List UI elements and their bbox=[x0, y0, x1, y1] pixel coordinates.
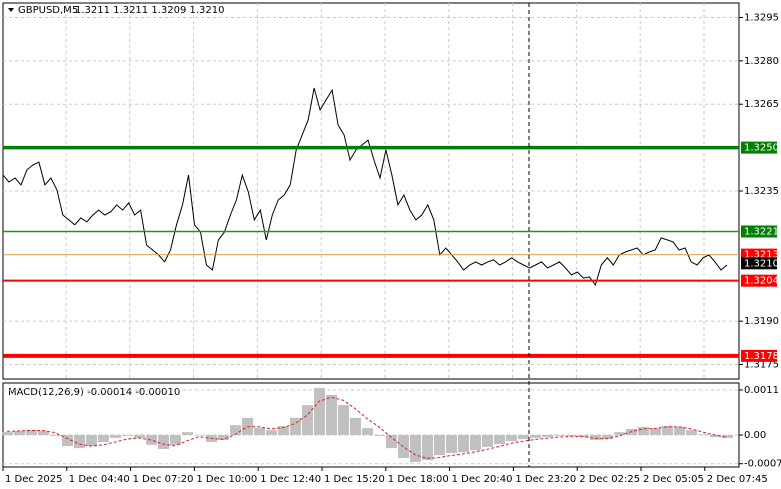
macd-bar bbox=[38, 430, 49, 436]
symbol-title: GBPUSD,M5 bbox=[18, 5, 78, 16]
macd-panel bbox=[2, 382, 740, 468]
x-tick-label: 1 Dec 12:40 bbox=[260, 474, 321, 485]
quote: 1.3211 1.3211 1.3209 1.3210 bbox=[75, 5, 225, 16]
level-label: 1.3204 bbox=[744, 276, 779, 287]
macd-bar bbox=[62, 435, 73, 447]
macd-bar bbox=[662, 426, 673, 436]
y-tick-label: -0.0007 bbox=[744, 459, 781, 470]
macd-bar bbox=[350, 417, 361, 436]
x-tick-label: 1 Dec 10:00 bbox=[196, 474, 257, 485]
x-tick-label: 1 Dec 20:40 bbox=[452, 474, 513, 485]
macd-bar bbox=[518, 435, 529, 440]
macd-bar bbox=[710, 435, 721, 438]
macd-bar bbox=[446, 435, 457, 454]
level-label-box bbox=[741, 225, 777, 238]
y-tick-label: 1.3190 bbox=[744, 316, 779, 327]
macd-bar bbox=[398, 435, 409, 458]
macd-bar bbox=[278, 426, 289, 436]
macd-bar bbox=[254, 428, 265, 436]
macd-bar bbox=[14, 430, 25, 436]
macd-bar bbox=[230, 425, 241, 436]
macd-bar bbox=[326, 394, 337, 436]
macd-bar bbox=[494, 435, 505, 445]
macd-label: MACD(12,26,9) -0.00014 -0.00010 bbox=[8, 387, 180, 398]
macd-bar bbox=[146, 435, 157, 445]
macd-bar bbox=[566, 435, 577, 436]
x-tick-label: 1 Dec 2025 bbox=[5, 474, 63, 485]
macd-bar bbox=[674, 426, 685, 436]
x-tick-label: 2 Dec 05:05 bbox=[643, 474, 704, 485]
macd-bar bbox=[470, 435, 481, 451]
x-tick-label: 1 Dec 07:20 bbox=[133, 474, 194, 485]
macd-bar bbox=[458, 435, 469, 453]
macd-bar bbox=[422, 435, 433, 461]
y-tick-label: 0.0011 bbox=[744, 385, 779, 396]
macd-bar bbox=[74, 435, 85, 449]
level-label-box bbox=[741, 257, 777, 270]
level-label: 1.3221 bbox=[744, 226, 779, 237]
macd-bar bbox=[614, 432, 625, 436]
y-tick-label: 1.3295 bbox=[744, 12, 779, 23]
x-tick-label: 2 Dec 02:25 bbox=[579, 474, 640, 485]
x-tick-label: 1 Dec 04:40 bbox=[69, 474, 130, 485]
macd-bar bbox=[338, 405, 349, 436]
macd-bar bbox=[134, 435, 145, 438]
macd-bar bbox=[302, 405, 313, 436]
macd-bar bbox=[590, 435, 601, 440]
macd-bar bbox=[158, 435, 169, 449]
x-tick-label: 2 Dec 07:45 bbox=[707, 474, 768, 485]
macd-bar bbox=[434, 435, 445, 456]
level-label-box bbox=[741, 349, 777, 362]
macd-bar bbox=[686, 430, 697, 436]
macd-bar bbox=[506, 435, 517, 442]
macd-bar bbox=[86, 435, 97, 447]
macd-bar bbox=[266, 430, 277, 436]
macd-bar bbox=[638, 426, 649, 436]
macd-bar bbox=[98, 435, 109, 443]
macd-bar bbox=[722, 435, 733, 438]
macd-bar bbox=[650, 428, 661, 436]
x-tick-label: 1 Dec 23:20 bbox=[515, 474, 576, 485]
level-label-box bbox=[741, 141, 777, 154]
y-tick-label: 1.3235 bbox=[744, 186, 779, 197]
macd-bar bbox=[482, 435, 493, 447]
level-label: 1.3178 bbox=[744, 351, 779, 362]
macd-bar bbox=[218, 435, 229, 440]
signal-line bbox=[6, 396, 728, 459]
level-label-box bbox=[741, 274, 777, 287]
macd-bar bbox=[554, 435, 565, 436]
y-tick-label: 1.3175 bbox=[744, 360, 779, 371]
macd-bar bbox=[122, 435, 133, 436]
macd-bar bbox=[602, 435, 613, 440]
macd-bar bbox=[698, 434, 709, 436]
macd-bar bbox=[374, 435, 385, 436]
macd-bar bbox=[542, 435, 553, 438]
macd-bar bbox=[386, 435, 397, 449]
y-tick-label: 0.00 bbox=[744, 430, 766, 441]
y-tick-label: 1.3280 bbox=[744, 56, 779, 67]
menu-triangle[interactable] bbox=[8, 8, 14, 12]
x-tick-label: 1 Dec 15:20 bbox=[324, 474, 385, 485]
macd-bar bbox=[578, 435, 589, 438]
macd-bar bbox=[182, 432, 193, 436]
level-label: 1.3210 bbox=[744, 258, 779, 269]
macd-bar bbox=[170, 435, 181, 445]
macd-bar bbox=[362, 428, 373, 436]
level-label: 1.3213 bbox=[744, 250, 779, 261]
macd-bar bbox=[50, 435, 61, 436]
macd-bar bbox=[290, 417, 301, 436]
y-tick-label: 1.3265 bbox=[744, 99, 779, 110]
x-tick-label: 1 Dec 18:00 bbox=[388, 474, 449, 485]
price-line bbox=[2, 87, 728, 287]
macd-bar bbox=[194, 435, 205, 436]
macd-bar bbox=[26, 430, 37, 436]
macd-bar bbox=[110, 435, 121, 438]
macd-bar bbox=[2, 432, 13, 436]
macd-bar bbox=[314, 387, 325, 436]
macd-bar bbox=[530, 435, 541, 438]
macd-bar bbox=[410, 435, 421, 463]
level-label: 1.3250 bbox=[744, 143, 779, 154]
